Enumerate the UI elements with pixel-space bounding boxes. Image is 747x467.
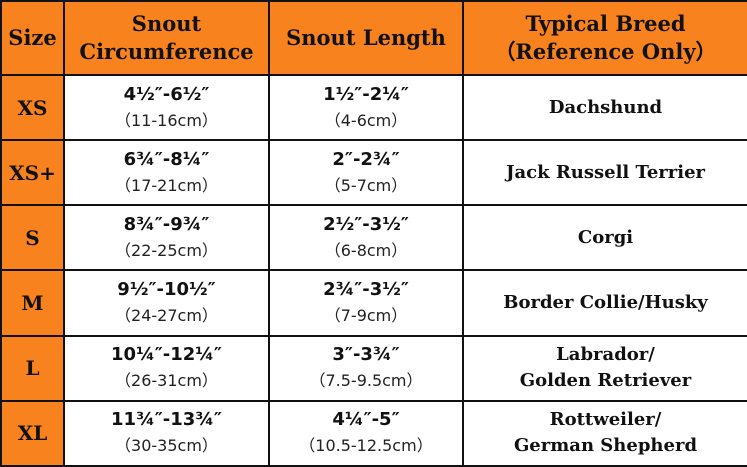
circumference-cell: 6¾″-8¼″ （17-21cm） bbox=[63, 139, 270, 207]
header-circ-line1: Snout bbox=[131, 11, 202, 36]
circumference-inches: 10¼″-12¼″ bbox=[111, 344, 222, 366]
breed-cell: Dachshund bbox=[462, 73, 747, 142]
breed-line1: Corgi bbox=[577, 226, 634, 248]
length-inches: 2″-2¾″ bbox=[332, 148, 400, 170]
length-cell: 2½″-3½″ （6-8cm） bbox=[268, 204, 464, 272]
circumference-cm: （17-21cm） bbox=[115, 175, 218, 195]
header-size: Size bbox=[0, 0, 65, 76]
breed-line1: Jack Russell Terrier bbox=[505, 161, 706, 183]
size-cell: M bbox=[0, 269, 65, 337]
length-cm: （10.5-12.5cm） bbox=[299, 436, 433, 456]
breed-cell: Rottweiler/German Shepherd bbox=[462, 399, 747, 467]
circumference-cm: （24-27cm） bbox=[115, 306, 218, 326]
header-typical-breed: Typical Breed （Reference Only） bbox=[462, 0, 747, 76]
header-breed-line1: Typical Breed bbox=[525, 11, 686, 36]
header-snout-circumference: Snout Circumference bbox=[63, 0, 270, 76]
length-inches: 2¾″-3½″ bbox=[323, 279, 409, 301]
length-inches: 1½″-2¼″ bbox=[323, 83, 409, 105]
circumference-cm: （11-16cm） bbox=[115, 110, 218, 130]
length-cell: 4¼″-5″ （10.5-12.5cm） bbox=[268, 399, 464, 467]
breed-line1: Rottweiler/ bbox=[549, 409, 662, 431]
length-inches: 3″-3¾″ bbox=[332, 344, 400, 366]
table-row: XL 11¾″-13¾″ （30-35cm） 4¼″-5″ （10.5-12.5cm） R… bbox=[0, 399, 747, 467]
table-row: S 8¾″-9¾″ （22-25cm） 2½″-3½″ （6-8cm） Corgi bbox=[0, 204, 747, 272]
breed-line1: Dachshund bbox=[548, 96, 663, 118]
header-row: Size Snout Circumference Snout Length Ty… bbox=[0, 0, 747, 76]
breed-line2: Golden Retriever bbox=[519, 370, 692, 392]
circumference-inches: 6¾″-8¼″ bbox=[123, 148, 210, 170]
header-circ-line2: Circumference bbox=[79, 39, 254, 64]
size-cell: XS+ bbox=[0, 139, 65, 207]
breed-line1: Border Collie/Husky bbox=[503, 292, 708, 314]
circumference-inches: 8¾″-9¾″ bbox=[123, 213, 210, 235]
circumference-inches: 9½″-10½″ bbox=[117, 279, 216, 301]
circumference-cell: 9½″-10½″ （24-27cm） bbox=[63, 269, 270, 337]
length-cell: 2″-2¾″ （5-7cm） bbox=[268, 139, 464, 207]
length-inches: 2½″-3½″ bbox=[323, 213, 409, 235]
table-row: XS 4½″-6½″ （11-16cm） 1½″-2¼″ （4-6cm） Dachshun… bbox=[0, 73, 747, 142]
table-row: XS+ 6¾″-8¼″ （17-21cm） 2″-2¾″ （5-7cm） Jack Rus… bbox=[0, 139, 747, 207]
size-cell: L bbox=[0, 334, 65, 402]
breed-cell: Border Collie/Husky bbox=[462, 269, 747, 337]
circumference-cm: （26-31cm） bbox=[115, 371, 218, 391]
circumference-cell: 4½″-6½″ （11-16cm） bbox=[63, 73, 270, 142]
length-cm: （4-6cm） bbox=[324, 110, 408, 130]
breed-line1: Labrador/ bbox=[556, 344, 655, 366]
breed-cell: Jack Russell Terrier bbox=[462, 139, 747, 207]
table-row: M 9½″-10½″ （24-27cm） 2¾″-3½″ （7-9cm） Border C… bbox=[0, 269, 747, 337]
length-cell: 1½″-2¼″ （4-6cm） bbox=[268, 73, 464, 142]
circumference-inches: 4½″-6½″ bbox=[123, 83, 210, 105]
header-breed-line2: （Reference Only） bbox=[494, 39, 717, 64]
circumference-cell: 11¾″-13¾″ （30-35cm） bbox=[63, 399, 270, 467]
table-row: L 10¼″-12¼″ （26-31cm） 3″-3¾″ （7.5-9.5cm） Labr… bbox=[0, 334, 747, 402]
size-cell: XL bbox=[0, 399, 65, 467]
size-cell: XS bbox=[0, 73, 65, 142]
size-cell: S bbox=[0, 204, 65, 272]
circumference-inches: 11¾″-13¾″ bbox=[111, 409, 222, 431]
breed-cell: Labrador/Golden Retriever bbox=[462, 334, 747, 402]
breed-cell: Corgi bbox=[462, 204, 747, 272]
length-cm: （5-7cm） bbox=[324, 175, 408, 195]
length-cm: （7.5-9.5cm） bbox=[309, 371, 423, 391]
header-snout-length: Snout Length bbox=[268, 0, 464, 76]
length-cm: （6-8cm） bbox=[324, 240, 408, 260]
length-cell: 2¾″-3½″ （7-9cm） bbox=[268, 269, 464, 337]
circumference-cell: 8¾″-9¾″ （22-25cm） bbox=[63, 204, 270, 272]
length-cell: 3″-3¾″ （7.5-9.5cm） bbox=[268, 334, 464, 402]
circumference-cm: （30-35cm） bbox=[115, 436, 218, 456]
length-inches: 4¼″-5″ bbox=[332, 409, 400, 431]
circumference-cell: 10¼″-12¼″ （26-31cm） bbox=[63, 334, 270, 402]
circumference-cm: （22-25cm） bbox=[115, 240, 218, 260]
length-cm: （7-9cm） bbox=[324, 306, 408, 326]
breed-line2: German Shepherd bbox=[513, 435, 698, 457]
